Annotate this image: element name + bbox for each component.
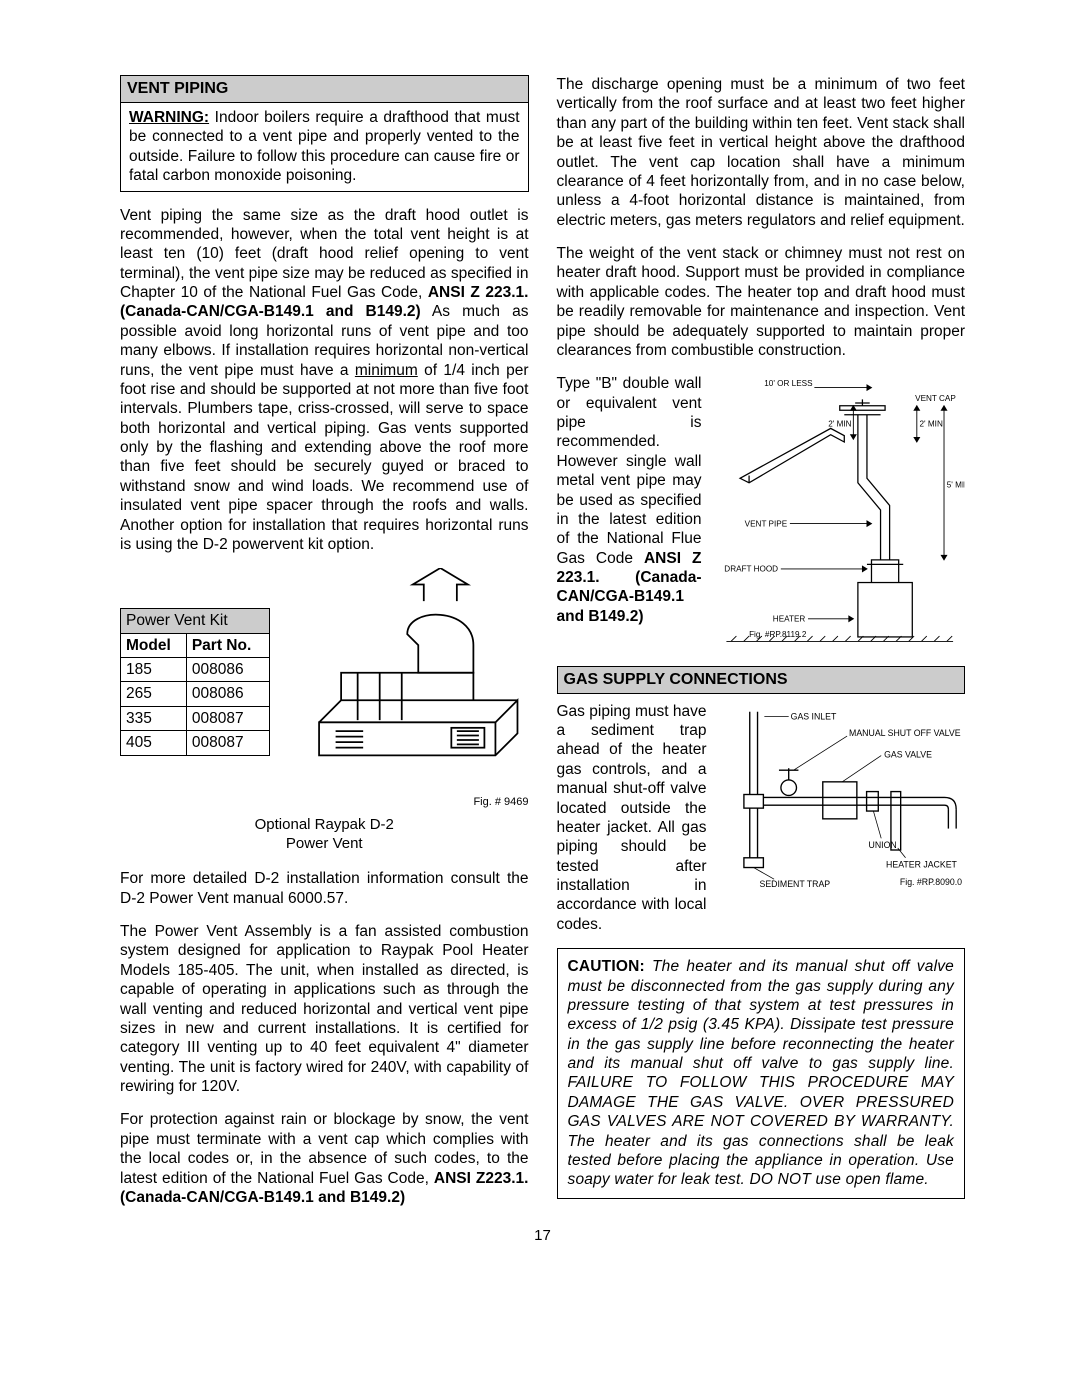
caution-text: The heater and its manual shut off valve…	[568, 958, 955, 1188]
svg-text:MANUAL SHUT OFF VALVE: MANUAL SHUT OFF VALVE	[849, 728, 961, 738]
caution-label: CAUTION:	[568, 958, 645, 975]
svg-text:Fig. #RP.8090.0: Fig. #RP.8090.0	[899, 877, 961, 887]
svg-text:SEDIMENT TRAP: SEDIMENT TRAP	[759, 879, 830, 887]
p7a: Type "B" double wall or equivalent vent …	[557, 375, 702, 566]
table-row: 265008086	[121, 682, 270, 706]
powervent-figure	[286, 568, 529, 788]
gas-para-1: Gas piping must have a sediment trap ahe…	[557, 702, 707, 935]
svg-text:DRAFT HOOD: DRAFT HOOD	[724, 565, 778, 574]
warning-label: WARNING:	[129, 109, 209, 126]
vent-para-5: The discharge opening must be a minimum …	[557, 75, 966, 230]
vent-para-4: For protection against rain or blockage …	[120, 1110, 529, 1207]
svg-text:Fig. #RP.8119.2: Fig. #RP.8119.2	[749, 630, 807, 639]
vent-piping-header: VENT PIPING	[120, 75, 529, 103]
vent-para-2: For more detailed D-2 installation infor…	[120, 869, 529, 908]
fig1-label: Optional Raypak D-2 Power Vent	[120, 816, 529, 854]
kit-h2: Part No.	[186, 633, 269, 657]
fig1-number: Fig. # 9469	[286, 796, 529, 810]
svg-text:VENT PIPE: VENT PIPE	[744, 520, 787, 529]
p1e: of 1/4 inch per foot rise and should be …	[120, 362, 529, 553]
table-row: 185008086	[121, 658, 270, 682]
gas-supply-header: GAS SUPPLY CONNECTIONS	[557, 666, 966, 694]
svg-text:5' MIN: 5' MIN	[946, 481, 965, 490]
svg-text:GAS INLET: GAS INLET	[790, 711, 836, 721]
page-number: 17	[120, 1227, 965, 1246]
warning-box: WARNING: Indoor boilers require a drafth…	[120, 103, 529, 192]
vent-para-3: The Power Vent Assembly is a fan assiste…	[120, 922, 529, 1096]
power-vent-kit-table: Power Vent Kit ModelPart No. 185008086 2…	[120, 608, 270, 755]
svg-text:GAS VALVE: GAS VALVE	[884, 749, 932, 759]
svg-text:HEATER JACKET: HEATER JACKET	[886, 859, 957, 869]
svg-text:10' OR LESS: 10' OR LESS	[764, 379, 813, 388]
vent-para-6: The weight of the vent stack or chimney …	[557, 244, 966, 360]
vent-para-7: Type "B" double wall or equivalent vent …	[557, 374, 702, 651]
caution-box: CAUTION: The heater and its manual shut …	[557, 948, 966, 1199]
p1d: minimum	[355, 362, 418, 379]
svg-text:VENT CAP: VENT CAP	[915, 394, 956, 403]
svg-text:2' MIN: 2' MIN	[919, 420, 942, 429]
kit-title: Power Vent Kit	[121, 609, 270, 633]
svg-text:UNION: UNION	[868, 840, 896, 850]
svg-text:2' MIN: 2' MIN	[828, 420, 851, 429]
vent-para-1: Vent piping the same size as the draft h…	[120, 206, 529, 555]
table-row: 335008087	[121, 706, 270, 730]
table-row: 405008087	[121, 731, 270, 755]
vent-stack-figure: 10' OR LESS VENT CAP 2' MIN 2' MIN 5' MI…	[714, 374, 966, 646]
kit-h1: Model	[121, 633, 187, 657]
svg-text:HEATER: HEATER	[772, 615, 805, 624]
gas-supply-figure: GAS INLET MANUAL SHUT OFF VALVE GAS VALV…	[719, 702, 966, 887]
